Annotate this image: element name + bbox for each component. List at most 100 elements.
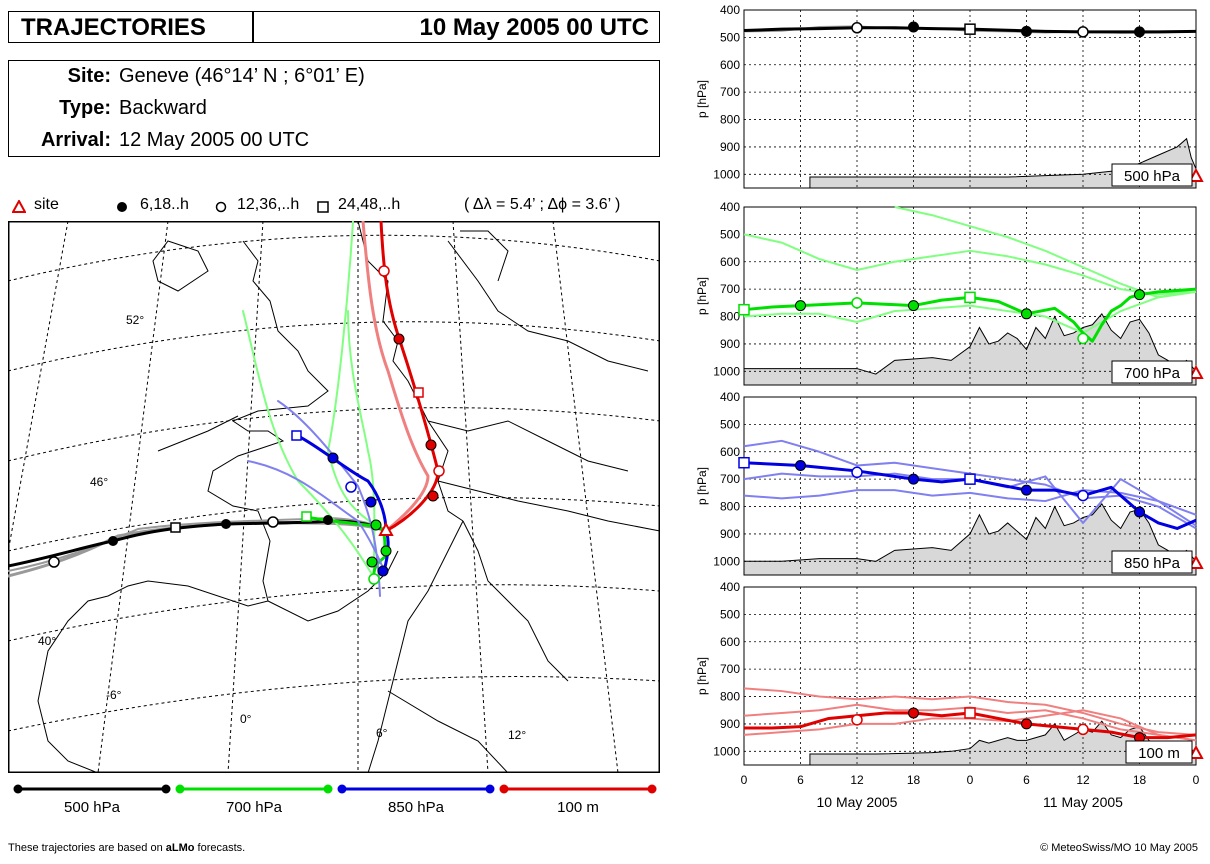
- y-tick-label: 700: [720, 472, 740, 486]
- x-tick-label: 12: [850, 773, 864, 787]
- graticule: [8, 221, 660, 773]
- model-name: aLMo: [165, 842, 195, 854]
- site-triangle-icon: [12, 200, 26, 213]
- arrival-value: 12 May 2005 00 UTC: [119, 129, 310, 151]
- series-legend-dot: [499, 784, 509, 794]
- marker-filled: [908, 21, 919, 33]
- marker-square: [170, 522, 181, 533]
- lat-label: 46°: [90, 475, 108, 489]
- marker-filled: [795, 300, 806, 312]
- y-tick-label: 700: [720, 85, 740, 99]
- series-legend-dot: [647, 784, 657, 794]
- profile-chart: 400 500 600 700 800 900 1000 p [hPa] 850 hPa: [695, 390, 1204, 576]
- lat-label: 40°: [38, 634, 56, 648]
- marker-open: [1077, 723, 1089, 736]
- series-legend-dot: [323, 784, 333, 794]
- type-value: Backward: [119, 97, 207, 119]
- y-tick-label: 500: [720, 607, 740, 621]
- x-tick-label: 12: [1076, 773, 1090, 787]
- y-axis-label: p [hPa]: [695, 467, 709, 505]
- x-tick-label: 6: [797, 773, 804, 787]
- marker-square: [964, 473, 976, 485]
- marker-filled: [908, 300, 919, 312]
- legend-site-text: site: [34, 196, 59, 213]
- source-note-suffix: forecasts.: [194, 842, 246, 854]
- y-tick-label: 500: [720, 417, 740, 431]
- main-series-line: [743, 287, 1197, 343]
- y-tick-label: 800: [720, 310, 740, 324]
- x-tick-label: 0: [967, 773, 974, 787]
- y-axis-label: p [hPa]: [695, 657, 709, 695]
- series-legend-dot: [337, 784, 347, 794]
- marker-filled: [366, 556, 378, 568]
- site-label: Site:: [67, 65, 111, 87]
- marker-open: [368, 573, 380, 585]
- marker-filled: [1134, 26, 1145, 38]
- marker-square: [964, 23, 976, 35]
- marker-filled: [1021, 308, 1032, 320]
- y-tick-label: 500: [720, 30, 740, 44]
- marker-open: [851, 22, 863, 34]
- marker-filled: [221, 519, 231, 529]
- marker-filled: [1021, 25, 1032, 37]
- title-box: TRAJECTORIES 10 May 2005 00 UTC: [8, 11, 660, 43]
- open-circle-icon: [215, 201, 227, 213]
- marker-filled: [1134, 289, 1145, 301]
- member-series-line: [743, 687, 1197, 736]
- y-tick-label: 600: [720, 445, 740, 459]
- y-tick-label: 700: [720, 662, 740, 676]
- x-date-label: 10 May 2005: [817, 794, 898, 810]
- marker-square: [964, 291, 976, 304]
- marker-filled: [1021, 718, 1032, 730]
- marker-open: [851, 714, 863, 726]
- source-note-prefix: These trajectories are based on: [8, 842, 166, 854]
- map-grid-labels: 52° 46° 40° -6° 0° 6° 12°: [38, 313, 526, 742]
- y-tick-label: 1000: [713, 167, 740, 181]
- level-label-box: [1111, 550, 1193, 574]
- site-marker: [1188, 364, 1204, 379]
- marker-square: [301, 511, 312, 522]
- legend-24h-text: 24,48,..h: [338, 196, 401, 213]
- marker-open: [378, 265, 390, 277]
- series-legend-dot: [485, 784, 495, 794]
- y-tick-label: 900: [720, 337, 740, 351]
- x-date-label: 11 May 2005: [1043, 794, 1123, 810]
- filled-circle-icon: [117, 202, 127, 212]
- trajectory-100m-member: [361, 221, 430, 533]
- y-tick-label: 600: [720, 58, 740, 72]
- level-label-box: [1125, 740, 1193, 764]
- legend-12h-text: 12,36,..h: [237, 196, 300, 213]
- series-legend-label: 500 hPa: [64, 799, 121, 816]
- lon-label: 6°: [376, 726, 388, 740]
- marker-open: [851, 466, 863, 479]
- x-tick-label: 0: [741, 773, 748, 787]
- trajectory-500-member: [8, 517, 387, 572]
- resolution-text: ( Δλ = 5.4’ ; Δϕ = 3.6’ ): [464, 196, 621, 213]
- marker-filled: [377, 565, 389, 577]
- member-series-line: [743, 233, 1197, 296]
- series-legend-label: 700 hPa: [226, 799, 283, 816]
- marker-filled: [795, 459, 806, 471]
- y-tick-label: 800: [720, 113, 740, 127]
- y-tick-label: 800: [720, 690, 740, 704]
- marker-filled: [908, 707, 919, 719]
- y-tick-label: 600: [720, 635, 740, 649]
- y-tick-label: 400: [720, 580, 740, 594]
- chart-title: TRAJECTORIES: [21, 14, 206, 41]
- marker-square: [413, 387, 424, 398]
- level-label: 850 hPa: [1124, 555, 1181, 572]
- site-value: Geneve (46°14’ N ; 6°01’ E): [119, 65, 365, 87]
- marker-open: [267, 516, 279, 528]
- marker-filled: [427, 490, 439, 502]
- marker-open: [1077, 332, 1089, 345]
- profile-chart: 400 500 600 700 800 900 1000 p [hPa] 700 hPa: [695, 200, 1204, 386]
- map-frame: [8, 221, 660, 773]
- arrival-label: Arrival:: [40, 129, 111, 151]
- y-tick-label: 1000: [713, 554, 740, 568]
- level-label: 700 hPa: [1124, 365, 1181, 382]
- map-markers: [48, 265, 445, 585]
- marker-open: [345, 481, 357, 493]
- x-tick-label: 6: [1023, 773, 1030, 787]
- y-tick-label: 900: [720, 140, 740, 154]
